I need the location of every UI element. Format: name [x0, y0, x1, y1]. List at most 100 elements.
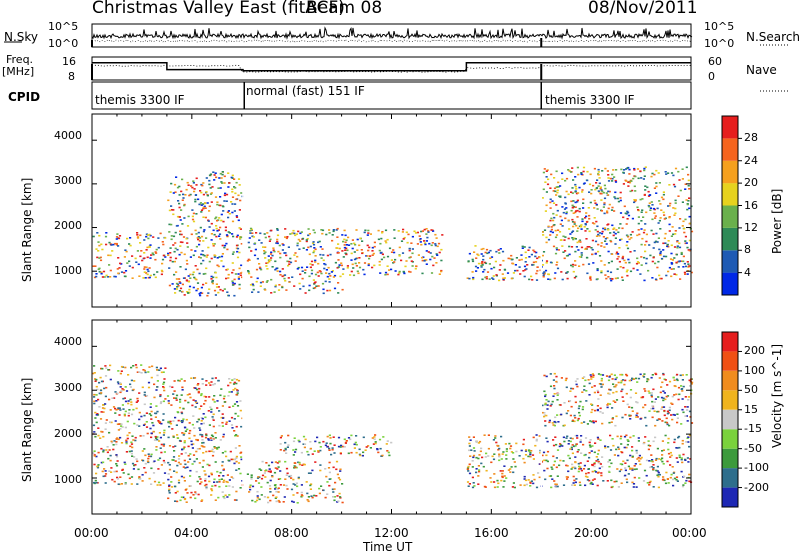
nave-label: Nave	[746, 63, 777, 77]
vel-ytick-1000: 1000	[54, 473, 82, 486]
freq-label: Freq.	[6, 53, 34, 66]
colorbar-swatch-0-5	[722, 160, 738, 184]
velocity-colorbar-label: Velocity [m s^-1]	[770, 343, 784, 448]
colorbar-frame-1	[721, 331, 739, 508]
xtick-1: 04:00	[174, 526, 209, 540]
colorbar-tick-label: 50	[744, 383, 758, 397]
colorbars	[721, 115, 742, 508]
echo-region-0-1	[167, 171, 244, 297]
colorbar-tick-label: 100	[744, 363, 765, 377]
colorbar-tick-label: 28	[744, 131, 758, 145]
date-title: 08/Nov/2011	[588, 0, 698, 18]
echo-region-0-5	[541, 166, 694, 247]
noise-left-tick-high: 10^5	[48, 20, 79, 33]
noise-left-tick-low: 10^0	[48, 37, 79, 50]
echo-region-1-3	[279, 434, 393, 457]
nave-tick-low: 0	[708, 70, 715, 83]
colorbar-swatch-0-2	[722, 227, 738, 251]
vel-ytick-3000: 3000	[54, 381, 82, 394]
nave-tick-high: 60	[708, 55, 722, 68]
colorbar-swatch-1-7	[722, 351, 738, 371]
vel-ytick-4000: 4000	[54, 335, 82, 348]
nsky-label: N.Sky	[4, 30, 39, 44]
xtick-0: 00:00	[74, 526, 109, 540]
plot-bg-1	[92, 320, 691, 514]
colorbar-swatch-0-3	[722, 205, 738, 228]
colorbar-swatch-1-0	[722, 487, 738, 507]
xtick-5: 20:00	[574, 526, 609, 540]
noise-right-tick-low: 10^0	[704, 37, 735, 50]
colorbar-tick-label: 16	[744, 198, 758, 212]
xtick-2: 08:00	[274, 526, 309, 540]
colorbar-swatch-0-7	[722, 116, 738, 139]
colorbar-tick-label: -50	[744, 441, 762, 455]
colorbar-tick-label: -100	[744, 461, 769, 475]
xtick-3: 12:00	[374, 526, 409, 540]
power-ytick-4000: 4000	[54, 129, 82, 142]
colorbar-swatch-1-2	[722, 448, 738, 469]
colorbar-swatch-1-3	[722, 429, 738, 449]
echo-region-1-0	[92, 364, 167, 486]
xaxis-label: Time UT	[363, 540, 413, 554]
echo-region-1-4	[466, 434, 693, 489]
freq-tick-high: 16	[62, 55, 76, 68]
colorbar-swatch-0-0	[722, 272, 738, 295]
colorbar-swatch-0-6	[722, 138, 738, 161]
colorbar-tick-label: 8	[744, 243, 751, 257]
colorbar-tick-label: 24	[744, 153, 758, 167]
frequency-panel	[91, 56, 790, 92]
echo-region-1-5	[541, 372, 694, 427]
echo-region-0-3	[341, 228, 444, 277]
noise-sky-series	[91, 26, 693, 40]
colorbar-swatch-1-4	[722, 409, 738, 430]
velocity-plot	[91, 319, 694, 515]
power-ytick-3000: 3000	[54, 174, 82, 187]
power-colorbar-label: Power [dB]	[770, 188, 784, 254]
freq-series	[92, 62, 691, 72]
cpid-mode-2: normal (fast) 151 IF	[246, 84, 365, 98]
power-ytick-1000: 1000	[54, 264, 82, 277]
echo-region-0-0	[92, 232, 167, 279]
vel-ytick-2000: 2000	[54, 427, 82, 440]
echo-region-0-4	[466, 245, 693, 282]
colorbar-tick-label: 15	[744, 402, 758, 416]
cpid-label: CPID	[8, 90, 41, 104]
colorbar-tick-label: -15	[744, 422, 762, 436]
colorbar-swatch-0-1	[722, 250, 738, 273]
cpid-panel	[91, 81, 692, 110]
power-ytick-2000: 2000	[54, 219, 82, 232]
cpid-frame	[91, 81, 692, 110]
power-ylabel: Slant Range [km]	[20, 177, 34, 282]
colorbar-tick-label: 12	[744, 220, 758, 234]
cpid-mode-3: themis 3300 IF	[545, 93, 635, 107]
power-plot	[91, 113, 694, 308]
xtick-6: 00:00	[672, 526, 707, 540]
colorbar-tick-label: 4	[744, 265, 751, 279]
colorbar-swatch-1-5	[722, 390, 738, 410]
noise-panel	[4, 23, 790, 48]
colorbar-swatch-1-6	[722, 370, 738, 391]
velocity-ylabel: Slant Range [km]	[20, 377, 34, 482]
cpid-mode-1: themis 3300 IF	[95, 93, 185, 107]
colorbar-swatch-0-4	[722, 183, 738, 206]
noise-right-tick-high: 10^5	[704, 20, 735, 33]
station-title: Christmas Valley East (fitACF)	[92, 0, 345, 18]
xtick-4: 16:00	[474, 526, 509, 540]
freq-unit-label: [MHz]	[2, 65, 35, 78]
echo-region-1-1	[166, 377, 244, 503]
freq-tick-low: 8	[68, 70, 75, 83]
colorbar-swatch-1-1	[722, 468, 738, 488]
colorbar-tick-label: -200	[744, 480, 769, 494]
beam-title: Beam 08	[306, 0, 383, 18]
echo-region-1-2	[246, 460, 344, 504]
noise-search-series	[92, 39, 693, 43]
colorbar-swatch-1-8	[722, 332, 738, 352]
colorbar-tick-label: 20	[744, 176, 758, 190]
noise-frame	[91, 23, 692, 48]
nsearch-label: N.Search	[746, 30, 800, 44]
echo-region-0-2	[246, 227, 344, 295]
freq-frame	[91, 56, 692, 81]
colorbar-tick-label: 200	[744, 344, 765, 358]
nave-series	[91, 64, 693, 73]
